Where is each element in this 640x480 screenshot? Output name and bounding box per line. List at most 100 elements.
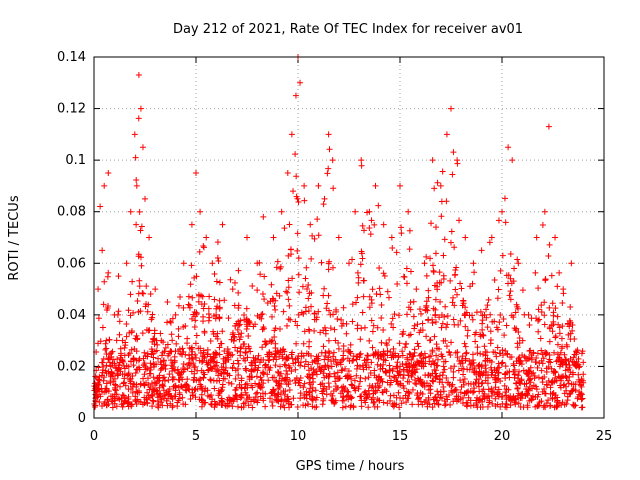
data-point xyxy=(467,402,474,409)
data-point xyxy=(139,330,146,337)
data-point xyxy=(469,356,476,363)
data-point xyxy=(371,372,378,379)
data-point xyxy=(232,344,239,351)
data-point xyxy=(128,328,135,335)
data-point xyxy=(528,351,535,358)
data-point xyxy=(440,369,447,376)
data-point xyxy=(580,379,587,386)
data-point xyxy=(462,355,469,362)
data-point xyxy=(105,388,112,395)
data-point xyxy=(399,352,406,359)
data-point xyxy=(251,397,258,404)
data-point xyxy=(203,234,210,241)
data-point xyxy=(325,373,332,380)
data-point xyxy=(459,302,466,309)
data-point xyxy=(545,253,552,260)
data-point xyxy=(539,351,546,358)
data-point xyxy=(361,389,368,396)
data-point xyxy=(558,401,565,408)
data-point xyxy=(282,388,289,395)
data-point xyxy=(243,316,250,323)
data-point xyxy=(567,356,574,363)
data-point xyxy=(448,228,455,235)
data-point xyxy=(176,391,183,398)
data-point xyxy=(213,333,220,340)
data-point xyxy=(150,398,157,405)
data-point xyxy=(116,331,123,338)
data-point xyxy=(166,390,173,397)
data-point xyxy=(124,372,131,379)
data-point xyxy=(518,361,525,368)
data-point xyxy=(95,315,102,322)
data-point xyxy=(335,345,342,352)
data-point xyxy=(97,338,104,345)
data-point xyxy=(556,363,563,370)
data-point xyxy=(376,264,383,271)
data-point xyxy=(328,363,335,370)
data-point xyxy=(450,368,457,375)
data-point xyxy=(346,260,352,267)
data-point xyxy=(125,393,132,400)
data-point xyxy=(213,377,220,384)
data-point xyxy=(361,277,368,284)
data-point xyxy=(329,264,336,271)
data-point xyxy=(495,386,502,393)
data-point xyxy=(160,375,167,382)
data-point xyxy=(259,291,266,298)
data-point xyxy=(110,356,117,363)
data-point xyxy=(211,354,218,361)
data-point xyxy=(121,375,128,382)
data-point xyxy=(127,208,134,215)
data-point xyxy=(323,391,330,398)
data-point xyxy=(238,330,245,337)
data-point xyxy=(358,250,365,257)
data-point xyxy=(282,362,289,369)
data-point xyxy=(454,349,461,356)
data-point xyxy=(363,356,370,363)
data-point xyxy=(150,374,157,381)
data-point xyxy=(374,361,381,368)
data-point xyxy=(113,403,120,410)
data-point xyxy=(191,376,198,383)
data-point xyxy=(444,321,451,328)
data-point xyxy=(406,332,413,339)
data-point xyxy=(213,350,220,357)
data-point xyxy=(473,401,480,408)
data-point xyxy=(96,398,103,405)
data-point xyxy=(279,375,286,382)
data-point xyxy=(278,396,285,403)
data-point xyxy=(466,358,473,365)
data-point xyxy=(122,342,129,349)
data-point xyxy=(134,297,141,304)
data-point xyxy=(295,199,302,206)
data-point xyxy=(188,315,195,322)
data-point xyxy=(113,337,120,344)
data-point xyxy=(409,386,416,393)
data-point xyxy=(475,370,482,377)
data-point xyxy=(282,356,289,363)
data-point xyxy=(418,378,425,385)
data-point xyxy=(298,350,305,357)
data-point xyxy=(347,341,354,348)
data-point xyxy=(168,331,175,338)
data-point xyxy=(354,322,361,329)
data-point xyxy=(129,383,136,390)
data-point xyxy=(105,302,112,309)
data-point xyxy=(143,283,150,290)
data-point xyxy=(448,105,454,112)
data-point xyxy=(148,316,155,323)
data-point xyxy=(485,386,492,393)
data-point xyxy=(376,285,383,292)
data-point xyxy=(110,378,117,385)
data-point xyxy=(229,403,236,410)
data-point xyxy=(392,374,399,381)
data-point xyxy=(575,371,582,378)
data-point xyxy=(286,221,293,228)
data-point xyxy=(488,234,495,241)
data-point xyxy=(357,378,364,385)
data-point xyxy=(277,403,284,410)
data-point xyxy=(196,248,203,255)
data-point xyxy=(166,350,173,357)
data-point xyxy=(438,324,445,331)
data-point xyxy=(105,354,112,361)
